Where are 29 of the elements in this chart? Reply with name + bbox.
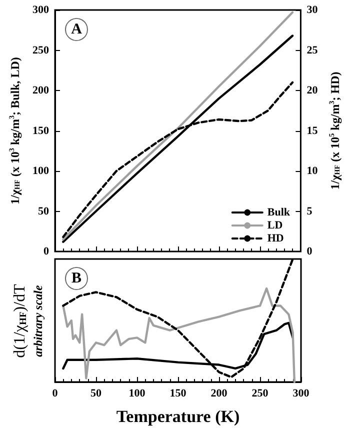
legend-label: LD	[267, 220, 283, 232]
y-tick-label: 0	[44, 246, 50, 258]
y2-tick-label: 15	[306, 124, 318, 137]
y-tick-label: 100	[32, 165, 50, 177]
y-tick-label: 150	[32, 124, 50, 137]
x-tick-label: 50	[90, 388, 102, 400]
x-tick-label: 250	[252, 388, 269, 400]
y-axis-title: d(1/χHF)/dT	[12, 284, 30, 358]
text: arbitrary scale	[31, 284, 45, 357]
x-tick-label: 0	[52, 388, 58, 400]
legend-label: HD	[267, 232, 284, 244]
y2-tick-label: 5	[306, 205, 313, 218]
text: A	[71, 22, 82, 38]
y2-tick-label: 30	[306, 4, 318, 16]
legend-label: Bulk	[267, 206, 291, 218]
x-tick-label: 100	[128, 388, 146, 400]
y2-tick-label: 20	[306, 84, 318, 96]
y-tick-label: 200	[32, 84, 50, 96]
y2-tick-label: 0	[306, 246, 313, 258]
x-tick-label: 150	[170, 388, 187, 400]
y2-tick-label: 25	[306, 44, 318, 56]
x-tick-label: 300	[292, 388, 310, 400]
y-tick-label: 50	[38, 205, 50, 218]
y2-tick-label: 10	[306, 165, 318, 177]
text: B	[71, 270, 82, 286]
y-tick-label: 250	[32, 44, 50, 56]
x-tick-label: 200	[210, 388, 228, 400]
y-tick-label: 300	[32, 4, 50, 16]
x-axis-title: Temperature (K)	[116, 407, 240, 426]
